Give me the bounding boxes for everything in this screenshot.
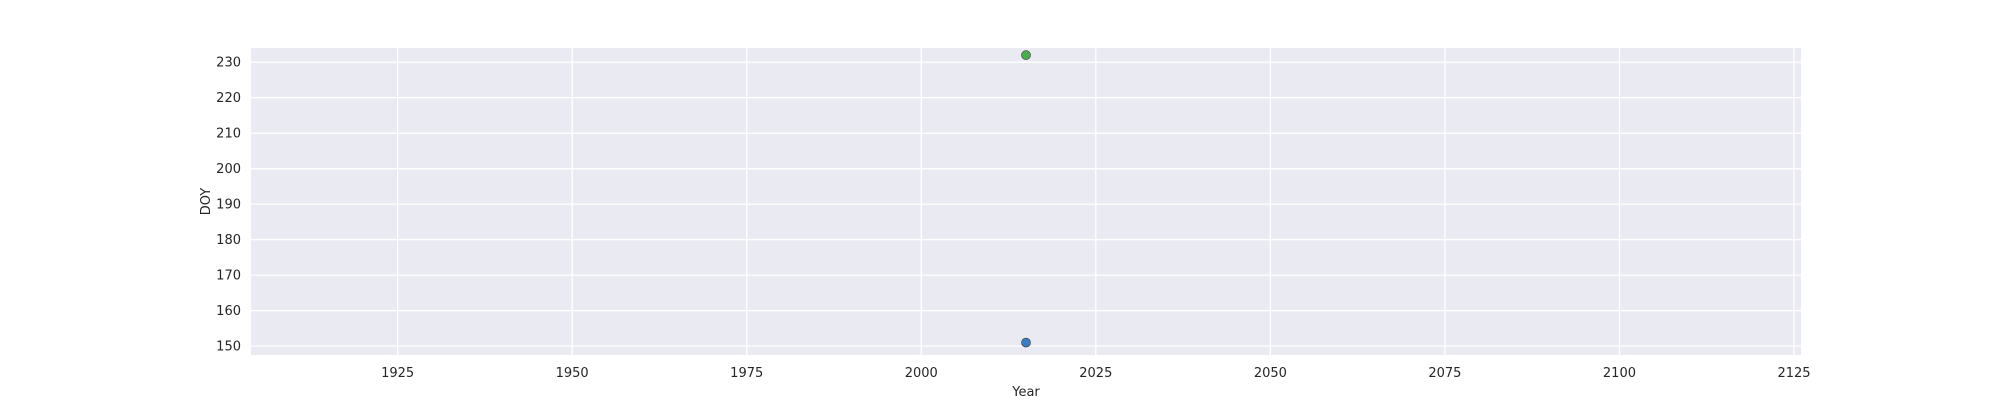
y-tick-label: 210 (216, 127, 241, 142)
x-grid (396, 48, 1795, 355)
y-tick-label: 160 (216, 304, 241, 319)
y-axis-label: DOY (199, 188, 214, 216)
x-tick-label: 2025 (1079, 366, 1112, 381)
x-tick-label: 2050 (1254, 366, 1287, 381)
y-tick-label: 230 (216, 56, 241, 71)
y-tick-label: 200 (216, 162, 241, 177)
x-tick-label: 1950 (556, 366, 589, 381)
x-tick-label: 2125 (1777, 366, 1810, 381)
data-point (1021, 50, 1031, 60)
x-tick-label: 2100 (1603, 366, 1636, 381)
x-tick-label: 2000 (905, 366, 938, 381)
y-grid (251, 61, 1801, 347)
x-axis-ticks: 1925 1950 1975 2000 2025 2050 2075 2100 2125 (381, 366, 1810, 381)
plot-area (251, 48, 1801, 355)
y-tick-label: 180 (216, 233, 241, 248)
y-tick-label: 170 (216, 269, 241, 284)
x-axis-label: Year (1011, 385, 1040, 400)
data-points (1021, 50, 1031, 348)
x-tick-label: 1975 (730, 366, 763, 381)
data-point (1021, 337, 1031, 348)
y-axis-ticks: 150 160 170 180 190 200 210 220 230 (216, 56, 241, 355)
y-tick-label: 220 (216, 91, 241, 106)
y-tick-label: 190 (216, 198, 241, 213)
x-tick-label: 1925 (381, 366, 414, 381)
y-tick-label: 150 (216, 340, 241, 355)
x-tick-label: 2075 (1428, 366, 1461, 381)
